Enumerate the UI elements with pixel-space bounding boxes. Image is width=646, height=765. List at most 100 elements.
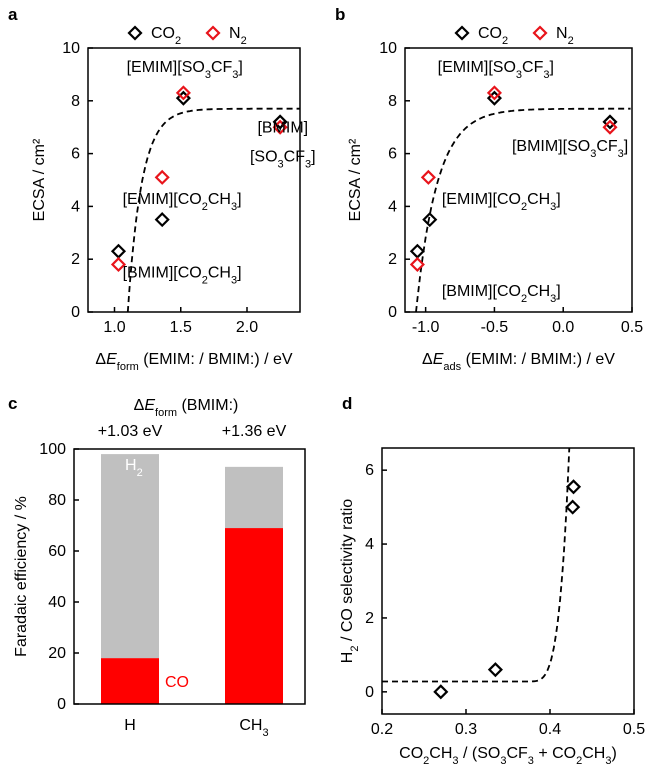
y-tick-label: 2 [71,251,80,268]
panel-letter: d [342,394,352,413]
point-annotation: [EMIM][CO2CH3] [123,191,242,213]
category-label: CH3 [239,717,268,739]
top-label: +1.03 eV [98,423,163,440]
legend-label: CO2 [478,25,508,47]
x-tick-label: 0.3 [455,721,477,738]
bar-segment [101,454,159,659]
bar-segment [225,466,283,529]
panel-letter: c [8,394,17,413]
data-point [433,684,449,700]
y-tick-label: 80 [48,492,66,509]
y-tick-label: 8 [71,93,80,110]
x-tick-label: 0.4 [539,721,561,738]
data-point [110,243,127,259]
x-tick-label: 1.5 [170,319,192,336]
y-tick-label: 2 [365,610,374,627]
y-tick-label: 6 [71,146,80,163]
y-axis-title: Faradaic efficiency / % [13,496,30,657]
data-point [565,499,581,515]
legend-label: N2 [556,25,574,47]
data-point [409,243,425,259]
data-point [154,212,170,228]
y-axis-title: ECSA / cm² [347,138,364,221]
legend-label: N2 [229,25,247,47]
x-tick-label: 0.2 [371,721,393,738]
x-axis-title: ΔEads (EMIM: / BMIM:) / eV [422,351,615,373]
y-axis-title: ECSA / cm² [31,138,48,221]
legend-marker [532,25,548,41]
category-label: H [124,717,136,734]
data-point [565,479,582,495]
data-point [487,662,503,678]
data-point [110,256,127,273]
fit-curve [382,447,571,683]
bar-series-label: H2 [125,457,143,479]
y-tick-label: 10 [62,40,80,57]
data-point [272,114,288,130]
plot-frame [73,448,306,705]
y-axis-title: H2 / CO selectivity ratio [339,499,361,663]
point-annotation: [EMIM][CO2CH3] [442,191,561,213]
data-point [409,256,425,273]
panel-a: a CO2 N2 1.0 1.5 2.0 0 2 4 6 8 10 [EMIM][SO3CF3] [BMI… [8,5,316,373]
panel-d: d 0.2 0.3 0.4 0.5 0 2 4 6 H2 / CO selectivity rat… [339,394,645,765]
panel-c: c ΔEform (BMIM:) +1.03 eV +1.36 eV H CH3 0 20 40… [8,394,306,739]
point-annotation: [BMIM][SO3CF3] [512,138,628,160]
y-tick-label: 0 [365,684,374,701]
legend-marker [127,25,143,41]
y-tick-label: 4 [388,198,397,215]
plot-frame [404,47,633,313]
data-point [175,85,191,101]
panel-letter: b [335,5,345,24]
legend-marker [454,25,470,41]
point-annotation: [EMIM][SO3CF3] [438,59,554,81]
y-tick-label: 4 [365,536,374,553]
x-tick-label: 0.5 [621,319,643,336]
bar-series-label: CO [165,674,189,691]
point-annotation: [BMIM] [257,119,308,136]
data-point [272,119,288,135]
x-tick-label: 1.0 [103,319,125,336]
data-point [420,169,436,185]
data-point [154,169,170,185]
fit-curve [126,107,300,313]
panel-letter: a [8,5,18,24]
y-tick-label: 0 [71,304,80,321]
y-tick-label: 40 [48,594,66,611]
panel-b: b CO2 N2 -1.0 -0.5 0.0 0.5 0 2 4 6 8 10 [EMIM][SO3CF3… [335,5,643,373]
point-annotation: [SO3CF3] [250,149,316,171]
x-tick-label: -0.5 [481,319,509,336]
x-tick-label: 0.0 [552,319,574,336]
y-tick-label: 0 [57,696,66,713]
top-label: +1.36 eV [222,423,287,440]
y-tick-label: 0 [388,304,397,321]
bar-segment [101,658,159,704]
y-tick-label: 2 [388,251,397,268]
x-tick-label: 2.0 [236,319,258,336]
plot-frame [87,47,301,313]
data-point [486,85,502,101]
point-annotation: [BMIM][CO2CH3] [442,283,561,305]
x-tick-label: -1.0 [412,319,440,336]
y-tick-label: 100 [39,441,66,458]
y-tick-label: 8 [388,93,397,110]
y-tick-label: 4 [71,198,80,215]
legend-label: CO2 [151,25,181,47]
data-point [602,119,618,135]
data-point [602,114,618,130]
x-tick-label: 0.5 [623,721,645,738]
data-point [422,212,438,228]
y-tick-label: 6 [365,462,374,479]
point-annotation: [EMIM][SO3CF3] [127,59,243,81]
y-tick-label: 6 [388,146,397,163]
x-axis-title: CO2CH3 / (SO3CF3 + CO2CH3) [399,745,617,765]
top-axis-title: ΔEform (BMIM:) [134,397,239,419]
fit-curve [415,107,631,313]
point-annotation: [BMIM][CO2CH3] [123,265,242,287]
y-tick-label: 20 [48,645,66,662]
y-tick-label: 60 [48,543,66,560]
y-tick-label: 10 [379,40,397,57]
bar-segment [225,528,283,704]
legend-marker [205,25,221,41]
